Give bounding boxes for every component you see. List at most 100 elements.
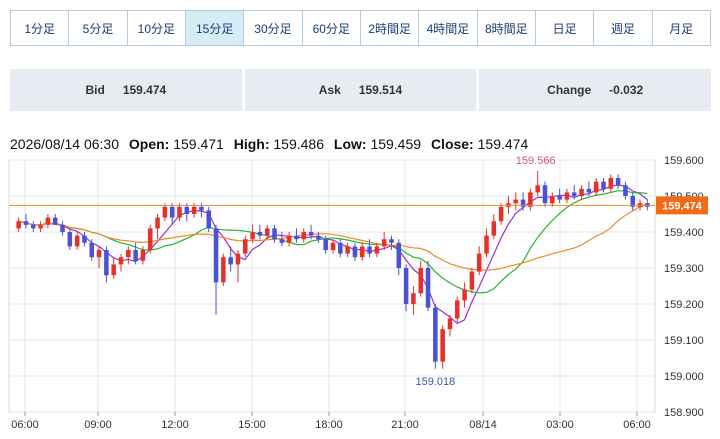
x-tick-label: 09:00 xyxy=(84,419,112,431)
candle-body xyxy=(257,232,263,236)
close-value: 159.474 xyxy=(477,136,529,152)
candle xyxy=(31,221,36,232)
tab-3[interactable]: 15分足 xyxy=(185,11,245,45)
candle xyxy=(82,232,87,247)
candle-body xyxy=(476,253,482,272)
candle xyxy=(294,228,299,243)
ohlc-readout: 2026/08/14 06:30 Open: 159.471 High: 159… xyxy=(10,136,534,152)
candle-body xyxy=(191,206,197,214)
candle-body xyxy=(330,242,336,250)
candle-body xyxy=(593,181,599,193)
tab-5[interactable]: 60分足 xyxy=(302,11,361,45)
candle-body xyxy=(601,181,606,189)
candle-body xyxy=(440,329,445,362)
candle-body xyxy=(31,224,36,229)
candle-body xyxy=(374,246,380,254)
candle xyxy=(228,246,233,272)
candle xyxy=(206,206,211,232)
candle xyxy=(396,239,402,276)
candle-body xyxy=(345,246,350,254)
ask-value: 159.514 xyxy=(358,83,403,97)
candle-body xyxy=(571,192,577,196)
candle-body xyxy=(82,235,87,243)
tab-1[interactable]: 5分足 xyxy=(69,11,128,45)
candle xyxy=(140,246,146,265)
bid-value: 159.474 xyxy=(122,83,167,97)
tab-8[interactable]: 8時間足 xyxy=(477,11,536,45)
price-chart[interactable]: 159.600159.500159.400159.300159.200159.1… xyxy=(0,150,720,439)
candle xyxy=(118,253,124,272)
candle xyxy=(520,192,526,211)
tab-0[interactable]: 1分足 xyxy=(11,11,70,45)
candle-body xyxy=(177,206,182,218)
current-price-label: 159.474 xyxy=(662,200,703,212)
x-tick-label: 15:00 xyxy=(238,419,266,431)
candle xyxy=(264,224,270,240)
candle-body xyxy=(52,217,58,225)
candle xyxy=(630,192,635,211)
candle-body xyxy=(462,289,467,301)
candle-body xyxy=(520,199,526,207)
candle xyxy=(462,282,467,308)
candle xyxy=(535,170,540,196)
candle xyxy=(484,228,489,258)
candle-body xyxy=(147,228,153,250)
candle-body xyxy=(213,228,219,283)
candle-body xyxy=(484,235,489,254)
candle-body xyxy=(630,196,635,207)
y-tick-label: 159.300 xyxy=(664,263,704,275)
tab-2[interactable]: 10分足 xyxy=(127,11,186,45)
candle-body xyxy=(418,268,423,294)
quote-bar: Bid 159.474 Ask 159.514 Change -0.032 xyxy=(10,69,712,111)
candle-body xyxy=(411,293,416,304)
tab-9[interactable]: 日足 xyxy=(535,11,595,45)
change-box: Change -0.032 xyxy=(479,69,712,111)
candle-body xyxy=(447,318,453,330)
ask-box: Ask 159.514 xyxy=(244,69,477,111)
candle xyxy=(601,178,606,193)
candle-body xyxy=(104,250,109,276)
y-tick-label: 159.100 xyxy=(664,335,704,347)
candle-body xyxy=(542,185,548,204)
tab-4[interactable]: 30分足 xyxy=(244,11,303,45)
tab-11[interactable]: 月足 xyxy=(652,11,710,45)
candle-body xyxy=(586,188,592,193)
candle-body xyxy=(367,246,372,254)
candle xyxy=(67,228,73,250)
candle xyxy=(52,214,58,225)
candle-body xyxy=(557,196,562,200)
candle xyxy=(593,178,599,196)
y-tick-label: 159.200 xyxy=(664,299,704,311)
candle xyxy=(352,242,358,261)
candle xyxy=(60,221,65,236)
x-tick-label: 03:00 xyxy=(546,419,574,431)
candle-body xyxy=(126,250,131,258)
candle-body xyxy=(111,264,116,276)
candle-body xyxy=(16,221,21,229)
candle-body xyxy=(184,206,190,214)
open-label: Open: xyxy=(128,136,170,152)
candle-body xyxy=(264,228,270,236)
candle xyxy=(440,325,445,369)
candle xyxy=(418,260,423,297)
candle xyxy=(250,224,255,243)
ma-mid-line xyxy=(18,190,648,294)
candle-body xyxy=(352,246,358,258)
tab-7[interactable]: 4時間足 xyxy=(419,11,478,45)
candle-body xyxy=(45,217,51,225)
tab-6[interactable]: 2時間足 xyxy=(360,11,420,45)
candle-body xyxy=(433,307,438,362)
candle-body xyxy=(323,239,328,250)
x-tick-label: 12:00 xyxy=(161,419,189,431)
current-price-tag xyxy=(656,196,708,215)
candle xyxy=(133,242,138,265)
x-tick-label: 08/14 xyxy=(469,419,497,431)
candle xyxy=(579,185,584,200)
candle-body xyxy=(513,199,519,204)
tab-10[interactable]: 週足 xyxy=(594,11,653,45)
high-value: 159.486 xyxy=(273,136,324,152)
candle xyxy=(623,181,628,200)
high-annotation: 159.566 xyxy=(516,155,556,167)
y-tick-label: 159.600 xyxy=(664,155,704,167)
candle-body xyxy=(338,242,343,254)
